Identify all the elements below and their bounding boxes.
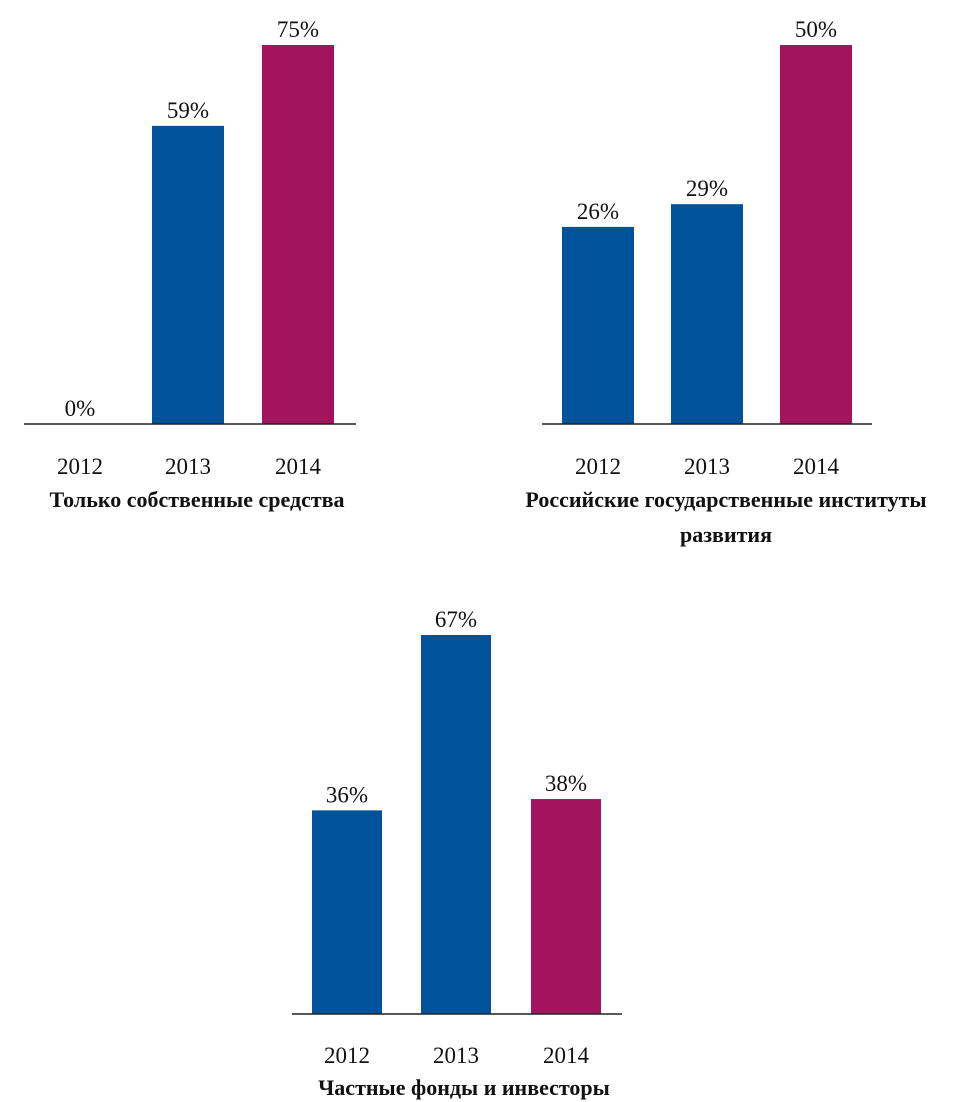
bar-2014 <box>262 45 334 424</box>
x-tick-label-2013: 2013 <box>433 1043 479 1068</box>
data-label-2014: 50% <box>795 17 837 42</box>
x-tick-label-2014: 2014 <box>793 454 840 479</box>
data-label-2013: 59% <box>167 98 209 123</box>
bar-2014 <box>780 45 852 424</box>
x-tick-label-2012: 2012 <box>575 454 621 479</box>
data-label-2013: 29% <box>686 176 728 201</box>
data-label-2012: 0% <box>65 396 96 421</box>
chart-title-line-1: развития <box>680 522 772 547</box>
bar-2013 <box>421 635 491 1014</box>
x-tick-label-2014: 2014 <box>543 1043 590 1068</box>
chart-private-funds: 36% 2012 67% 2013 38% 2014 Частные фонды и инв… <box>292 607 622 1100</box>
x-tick-label-2012: 2012 <box>324 1043 370 1068</box>
x-tick-label-2012: 2012 <box>57 454 103 479</box>
bar-2014 <box>531 799 601 1014</box>
bar-2013 <box>671 204 743 424</box>
chart-title-line-0: Только собственные средства <box>49 487 344 512</box>
data-label-2014: 38% <box>545 771 587 796</box>
bar-2013 <box>152 125 224 424</box>
data-label-2012: 36% <box>326 782 368 807</box>
chart-title-line-0: Частные фонды и инвесторы <box>318 1075 610 1100</box>
data-label-2012: 26% <box>577 199 619 224</box>
x-tick-label-2013: 2013 <box>684 454 730 479</box>
bar-2012 <box>562 226 634 424</box>
x-tick-label-2014: 2014 <box>275 454 322 479</box>
chart-state-institutes: 26% 2012 29% 2013 50% 2014 Российские государс… <box>525 17 926 547</box>
x-tick-label-2013: 2013 <box>165 454 211 479</box>
chart-own-funds: 0% 2012 59% 2013 75% 2014 Только собственные с… <box>24 17 356 512</box>
chart-title-line-0: Российские государственные институты <box>525 487 926 512</box>
bar-2012 <box>312 810 382 1014</box>
data-label-2014: 75% <box>277 17 319 42</box>
data-label-2013: 67% <box>435 607 477 632</box>
